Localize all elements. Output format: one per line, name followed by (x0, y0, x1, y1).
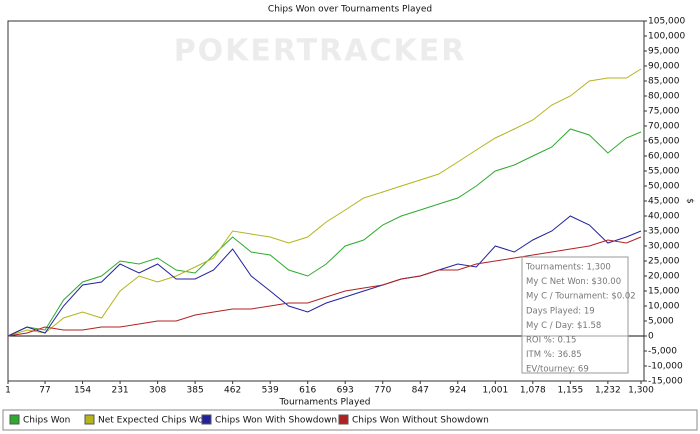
legend-label[interactable]: Chips Won With Showdown (215, 416, 337, 426)
x-tick-label: 693 (337, 386, 354, 396)
legend (2, 409, 698, 431)
stats-line: My C Net Won: $30.00 (526, 277, 621, 287)
y-tick-label: 0 (648, 332, 654, 342)
x-tick-label: 1,078 (520, 386, 546, 396)
y-axis-label: $ (685, 198, 695, 204)
y-tick-label: 100,000 (648, 32, 685, 42)
y-tick-label: 80,000 (648, 92, 680, 102)
x-tick-label: 1,232 (595, 386, 621, 396)
legend-label[interactable]: Chips Won (23, 416, 70, 426)
y-tick-label: 90,000 (648, 62, 680, 72)
y-tick-label: 10,000 (648, 302, 680, 312)
x-tick-label: 539 (262, 386, 279, 396)
stats-line: EV/tourney: 69 (526, 365, 589, 375)
y-tick-label: 60,000 (648, 152, 680, 162)
legend-swatch[interactable] (9, 414, 20, 425)
y-tick-label: -15,000 (648, 377, 683, 387)
y-tick-label: 15,000 (648, 287, 680, 297)
legend-swatch[interactable] (84, 414, 95, 425)
x-tick-label: 616 (299, 386, 316, 396)
x-tick-label: 847 (412, 386, 429, 396)
x-tick-label: 924 (449, 386, 466, 396)
y-tick-label: -10,000 (648, 362, 683, 372)
watermark: POKERTRACKER (174, 34, 467, 69)
x-tick-label: 385 (187, 386, 204, 396)
series-line (7, 128, 642, 337)
y-tick-label: 95,000 (648, 47, 680, 57)
x-tick-label: 462 (224, 386, 241, 396)
y-tick-label: 5,000 (648, 317, 674, 327)
x-axis-label: Tournaments Played (278, 398, 370, 408)
x-tick-label: 77 (39, 386, 50, 396)
series-line (7, 68, 642, 337)
x-tick-label: 770 (374, 386, 391, 396)
y-tick-label: 35,000 (648, 227, 680, 237)
x-tick-label: 231 (111, 386, 128, 396)
x-tick-label: 1,300 (628, 386, 654, 396)
y-tick-label: 65,000 (648, 137, 680, 147)
chart-title: Chips Won over Tournaments Played (268, 5, 432, 15)
stats-line: Days Played: 19 (526, 306, 595, 316)
y-tick-label: 70,000 (648, 122, 680, 132)
y-tick-label: -5,000 (648, 347, 677, 357)
y-tick-label: 75,000 (648, 107, 680, 117)
x-tick-label: 308 (149, 386, 166, 396)
y-tick-label: 105,000 (648, 17, 685, 27)
legend-label[interactable]: Chips Won Without Showdown (352, 416, 489, 426)
x-tick-label: 1,155 (557, 386, 583, 396)
legend-swatch[interactable] (338, 414, 349, 425)
y-tick-label: 45,000 (648, 197, 680, 207)
stats-line: ITM %: 36.85 (526, 350, 582, 360)
series-line (7, 236, 642, 337)
y-tick-label: 40,000 (648, 212, 680, 222)
y-tick-label: 30,000 (648, 242, 680, 252)
y-tick-label: 55,000 (648, 167, 680, 177)
x-tick-label: 1,001 (482, 386, 508, 396)
y-tick-label: 20,000 (648, 272, 680, 282)
stats-line: ROI %: 0.15 (526, 336, 576, 346)
legend-label[interactable]: Net Expected Chips Won (98, 416, 209, 426)
x-tick-label: 154 (74, 386, 91, 396)
x-tick-label: 1 (5, 386, 11, 396)
y-tick-label: 85,000 (648, 77, 680, 87)
stats-line: Tournaments: 1,300 (525, 263, 611, 273)
y-tick-label: 25,000 (648, 257, 680, 267)
series-line (7, 215, 642, 337)
legend-swatch[interactable] (201, 414, 212, 425)
stats-line: My C / Tournament: $0.02 (526, 292, 636, 302)
stats-box (521, 256, 629, 374)
stats-line: My C / Day: $1.58 (526, 321, 601, 331)
y-tick-label: 50,000 (648, 182, 680, 192)
